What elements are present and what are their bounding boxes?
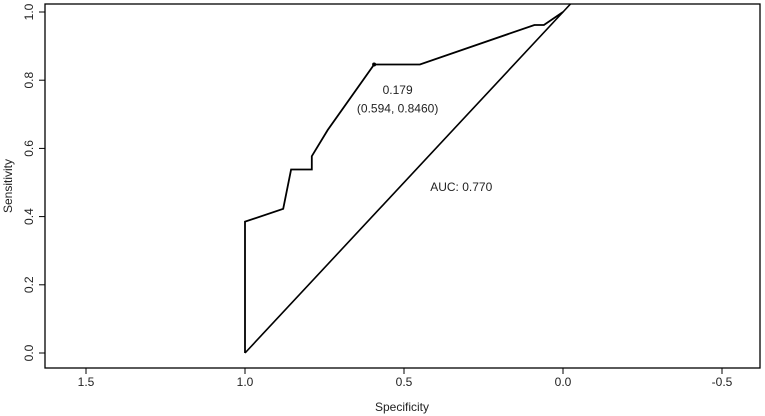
- series-layer: [244, 11, 564, 353]
- reference-diagonal-layer: [244, 3, 572, 354]
- y-tick-label: 0.2: [22, 276, 36, 293]
- annotation-layer: 0.179 (0.594, 0.8460) AUC: 0.770: [357, 83, 493, 194]
- y-tick-label: 0.4: [22, 208, 36, 225]
- y-tick-label: 0.8: [22, 72, 36, 89]
- x-tick-label: -0.5: [712, 375, 733, 389]
- x-axis-title: Specificity: [375, 400, 429, 414]
- x-tick-label: 0.5: [396, 375, 413, 389]
- y-tick-label: 0.0: [22, 344, 36, 361]
- x-tick-label: 0.0: [555, 375, 572, 389]
- annotation-label: AUC: 0.770: [430, 180, 492, 194]
- y-tick-label: 1.0: [22, 3, 36, 20]
- x-tick-label: 1.0: [237, 375, 254, 389]
- reference-diagonal-line: [244, 3, 572, 354]
- threshold-point: [372, 62, 377, 67]
- y-axis: 0.0 0.2 0.4 0.6 0.8 1.0: [22, 3, 46, 361]
- plot-frame: [44, 3, 761, 369]
- x-tick-label: 1.5: [78, 375, 95, 389]
- y-axis-title: Sensitivity: [1, 159, 15, 213]
- annotation-label: 0.179: [383, 83, 413, 97]
- annotation-label: (0.594, 0.8460): [357, 102, 438, 116]
- y-tick-label: 0.6: [22, 140, 36, 157]
- roc-curve-line: [244, 11, 564, 353]
- x-axis: 1.5 1.0 0.5 0.0 -0.5: [78, 367, 733, 389]
